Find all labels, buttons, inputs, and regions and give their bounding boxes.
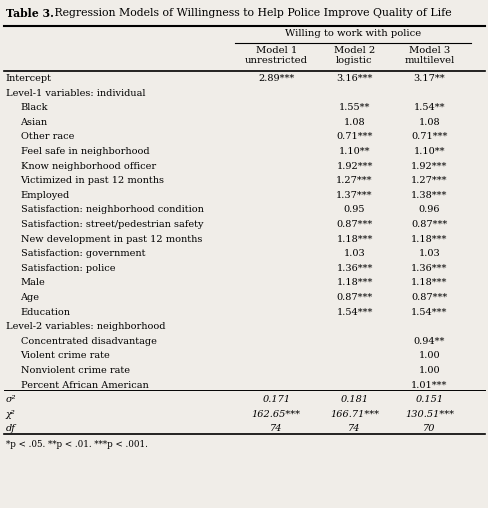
Text: df: df — [6, 424, 16, 433]
Text: Asian: Asian — [20, 118, 47, 127]
Text: 74: 74 — [347, 424, 360, 433]
Text: σ²: σ² — [6, 395, 16, 404]
Text: Male: Male — [20, 278, 45, 288]
Text: 3.17**: 3.17** — [413, 74, 444, 83]
Text: 1.36***: 1.36*** — [410, 264, 447, 273]
Text: 166.71***: 166.71*** — [329, 410, 378, 419]
Text: 1.92***: 1.92*** — [336, 162, 372, 171]
Text: Percent African American: Percent African American — [20, 380, 148, 390]
Text: 1.54**: 1.54** — [413, 103, 444, 112]
Text: 74: 74 — [269, 424, 282, 433]
Text: 2.89***: 2.89*** — [258, 74, 294, 83]
Text: 1.08: 1.08 — [343, 118, 365, 127]
Text: χ²: χ² — [6, 410, 16, 419]
Text: Model 1
unrestricted: Model 1 unrestricted — [244, 46, 307, 66]
Text: 3.16***: 3.16*** — [336, 74, 372, 83]
Text: 1.03: 1.03 — [418, 249, 439, 258]
Text: Regression Models of Willingness to Help Police Improve Quality of Life: Regression Models of Willingness to Help… — [51, 8, 451, 18]
Text: 1.27***: 1.27*** — [336, 176, 372, 185]
Text: 1.18***: 1.18*** — [410, 235, 447, 244]
Text: 1.18***: 1.18*** — [410, 278, 447, 288]
Text: 1.00: 1.00 — [418, 366, 439, 375]
Text: 70: 70 — [422, 424, 435, 433]
Text: 1.54***: 1.54*** — [336, 308, 372, 316]
Text: 0.171: 0.171 — [262, 395, 290, 404]
Text: 0.95: 0.95 — [343, 205, 365, 214]
Text: Level-1 variables: individual: Level-1 variables: individual — [6, 88, 145, 98]
Text: 0.87***: 0.87*** — [336, 293, 372, 302]
Text: 0.151: 0.151 — [414, 395, 443, 404]
Text: 1.54***: 1.54*** — [410, 308, 447, 316]
Text: Black: Black — [20, 103, 48, 112]
Text: 130.51***: 130.51*** — [404, 410, 453, 419]
Text: Violent crime rate: Violent crime rate — [20, 352, 110, 360]
Text: Satisfaction: neighborhood condition: Satisfaction: neighborhood condition — [20, 205, 203, 214]
Text: 1.36***: 1.36*** — [336, 264, 372, 273]
Text: Willing to work with police: Willing to work with police — [284, 29, 420, 38]
Text: Victimized in past 12 months: Victimized in past 12 months — [20, 176, 164, 185]
Text: 0.181: 0.181 — [340, 395, 368, 404]
Text: Employed: Employed — [20, 191, 70, 200]
Text: 1.18***: 1.18*** — [336, 235, 372, 244]
Text: 1.00: 1.00 — [418, 352, 439, 360]
Text: 1.01***: 1.01*** — [410, 380, 447, 390]
Text: Satisfaction: street/pedestrian safety: Satisfaction: street/pedestrian safety — [20, 220, 203, 229]
Text: Other race: Other race — [20, 133, 74, 141]
Text: Intercept: Intercept — [6, 74, 52, 83]
Text: Model 2
logistic: Model 2 logistic — [333, 46, 374, 66]
Text: *p < .05. **p < .01. ***p < .001.: *p < .05. **p < .01. ***p < .001. — [6, 440, 147, 449]
Text: Feel safe in neighborhood: Feel safe in neighborhood — [20, 147, 149, 156]
Text: 0.87***: 0.87*** — [410, 220, 447, 229]
Text: 0.96: 0.96 — [418, 205, 439, 214]
Text: 0.87***: 0.87*** — [410, 293, 447, 302]
Text: 0.94**: 0.94** — [413, 337, 444, 346]
Text: 0.71***: 0.71*** — [410, 133, 447, 141]
Text: New development in past 12 months: New development in past 12 months — [20, 235, 202, 244]
Text: Know neighborhood officer: Know neighborhood officer — [20, 162, 155, 171]
Text: 1.38***: 1.38*** — [410, 191, 447, 200]
Text: Concentrated disadvantage: Concentrated disadvantage — [20, 337, 156, 346]
Text: Satisfaction: police: Satisfaction: police — [20, 264, 115, 273]
Text: Satisfaction: government: Satisfaction: government — [20, 249, 145, 258]
Text: 1.37***: 1.37*** — [336, 191, 372, 200]
Text: 1.92***: 1.92*** — [410, 162, 447, 171]
Text: 1.08: 1.08 — [418, 118, 439, 127]
Text: Education: Education — [20, 308, 70, 316]
Text: Model 3
multilevel: Model 3 multilevel — [404, 46, 453, 66]
Text: 1.27***: 1.27*** — [410, 176, 447, 185]
Text: Nonviolent crime rate: Nonviolent crime rate — [20, 366, 129, 375]
Text: 1.55**: 1.55** — [338, 103, 369, 112]
Text: 1.03: 1.03 — [343, 249, 365, 258]
Text: Table 3.: Table 3. — [6, 8, 54, 19]
Text: 162.65***: 162.65*** — [251, 410, 300, 419]
Text: 0.71***: 0.71*** — [336, 133, 372, 141]
Text: 1.18***: 1.18*** — [336, 278, 372, 288]
Text: 1.10**: 1.10** — [413, 147, 444, 156]
Text: Level-2 variables: neighborhood: Level-2 variables: neighborhood — [6, 322, 165, 331]
Text: Age: Age — [20, 293, 40, 302]
Text: 1.10**: 1.10** — [338, 147, 369, 156]
Text: 0.87***: 0.87*** — [336, 220, 372, 229]
